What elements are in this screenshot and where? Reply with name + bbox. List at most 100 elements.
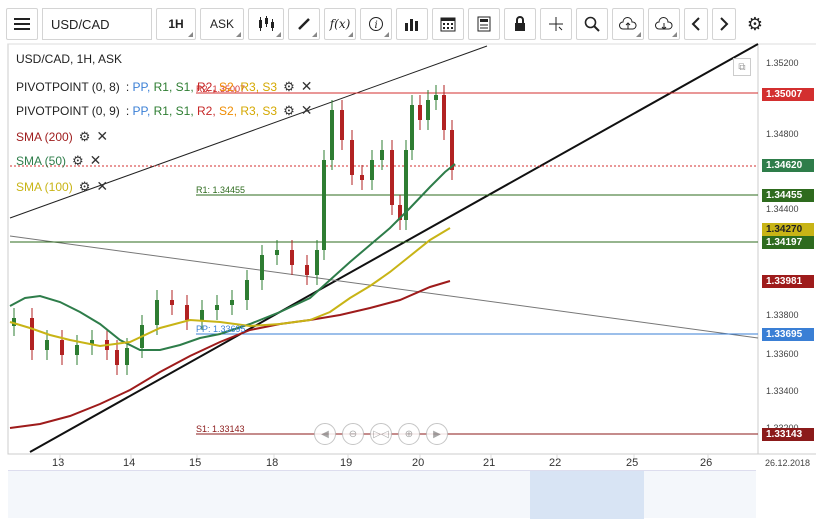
pivot1-levels: : PP, R1, S1, R2, S2, R3, S3 [126, 80, 277, 94]
lock-button[interactable] [504, 8, 536, 40]
sma100-line[interactable] [9, 227, 451, 348]
pivot-level-label: S1, [172, 103, 194, 118]
scroll-left-button[interactable]: ◀ [314, 423, 336, 445]
pivot1-legend[interactable]: PIVOTPOINT (0, 8) : PP, R1, S1, R2, S2, … [16, 78, 312, 95]
close-icon[interactable]: ✕ [300, 78, 313, 94]
sma50-line[interactable] [9, 163, 456, 351]
legend-separator: : [125, 103, 130, 118]
upload-button[interactable] [612, 8, 644, 40]
candle-body [380, 150, 384, 160]
close-icon[interactable]: ✕ [89, 152, 102, 168]
main-trendline[interactable] [29, 43, 759, 453]
sma100-legend[interactable]: SMA (100) ⚙ ✕ [16, 178, 108, 195]
chevron-right-icon [720, 17, 729, 31]
close-icon[interactable]: ✕ [96, 178, 109, 194]
calendar-button[interactable] [432, 8, 464, 40]
x-ticks [59, 454, 709, 460]
pivot-level-label: PP, [129, 103, 151, 118]
reset-zoom-icon[interactable]: ▷◁ [370, 423, 392, 445]
navigator-window[interactable] [530, 471, 644, 519]
price-axis-label: 1.33400 [766, 386, 799, 396]
download-button[interactable] [648, 8, 680, 40]
scroll-right-button[interactable]: ▶ [426, 423, 448, 445]
price-tag: 1.34620 [762, 159, 814, 172]
expand-icon[interactable]: ⧉ [733, 58, 751, 76]
sma50-name: SMA (50) [16, 153, 67, 168]
time-axis-label: 20 [412, 457, 425, 469]
gear-icon[interactable]: ⚙ [72, 152, 84, 168]
candle-body [322, 160, 326, 250]
pivot2-name: PIVOTPOINT (0, 9) [16, 103, 120, 118]
gear-icon[interactable]: ⚙ [78, 128, 91, 144]
sma200-name: SMA (200) [16, 129, 73, 144]
candle-body [370, 160, 374, 180]
candle-body [215, 305, 219, 310]
price-axis-label: 1.33600 [766, 349, 799, 359]
symbol-input[interactable] [42, 8, 152, 40]
scroll-left-button[interactable] [684, 8, 708, 40]
time-axis-label: 26 [700, 457, 713, 469]
pivot1-name: PIVOTPOINT (0, 8) [16, 79, 120, 94]
close-icon[interactable]: ✕ [300, 102, 313, 118]
pivot-level-label: R1, [150, 79, 173, 94]
scroll-right-button[interactable] [712, 8, 736, 40]
info-button[interactable]: i [360, 8, 392, 40]
candlestick-series [12, 85, 454, 375]
navigator-pane[interactable] [8, 470, 756, 519]
volume-button[interactable] [396, 8, 428, 40]
timeframe-button[interactable]: 1H [156, 8, 196, 40]
pivot-level-label: R1, [150, 103, 173, 118]
crosshair-button[interactable] [540, 8, 572, 40]
gear-icon[interactable]: ⚙ [283, 78, 295, 94]
candle-body [340, 110, 344, 140]
zoom-controls: ◀ ⊖ ▷◁ ⊕ ▶ [314, 423, 448, 445]
candle-body [275, 250, 279, 255]
zoom-out-icon[interactable]: ⊖ [342, 423, 364, 445]
time-axis-label: 15 [189, 457, 202, 469]
close-icon[interactable]: ✕ [96, 128, 109, 144]
cloud-download-icon [655, 17, 673, 30]
declining-trendline[interactable] [9, 235, 759, 339]
template-button[interactable] [468, 8, 500, 40]
price-tag: 1.33695 [762, 328, 814, 341]
gear-icon[interactable]: ⚙ [283, 102, 295, 118]
candle-body [426, 100, 430, 120]
info-icon: i [369, 17, 383, 31]
price-tag: 1.33981 [762, 275, 814, 288]
candle-body [442, 95, 446, 130]
candle-body [200, 310, 204, 320]
sma50-legend[interactable]: SMA (50) ⚙ ✕ [16, 152, 101, 169]
upper-channel-line[interactable] [9, 45, 488, 219]
indicators-button[interactable]: f(x) [324, 8, 356, 40]
chart-frame [7, 43, 759, 455]
sma200-line[interactable] [9, 280, 451, 429]
menu-button[interactable] [6, 8, 38, 40]
price-tag: 1.34197 [762, 236, 814, 249]
candle-body [418, 105, 422, 120]
candle-body [60, 340, 64, 355]
zoom-button[interactable] [576, 8, 608, 40]
s1-line-label: S1: 1.33143 [196, 424, 245, 434]
sma200-legend[interactable]: SMA (200) ⚙ ✕ [16, 128, 108, 145]
zoom-in-icon[interactable]: ⊕ [398, 423, 420, 445]
lock-icon [515, 16, 525, 31]
document-icon [477, 16, 491, 32]
crosshair-icon [549, 17, 563, 31]
settings-button[interactable]: ⚙ [740, 8, 770, 40]
legend-separator: : [125, 79, 130, 94]
price-chart[interactable]: R2: 1.35007 R1: 1.34455 PP: 1.33695 S1: … [0, 0, 824, 470]
draw-tool-button[interactable] [288, 8, 320, 40]
gear-icon[interactable]: ⚙ [78, 178, 91, 194]
pivot2-legend[interactable]: PIVOTPOINT (0, 9) : PP, R1, S1, R2, S2, … [16, 102, 312, 119]
pencil-icon [298, 18, 310, 30]
chart-title: USD/CAD, 1H, ASK [16, 52, 122, 66]
price-tag: 1.35007 [762, 88, 814, 101]
price-side-button[interactable]: ASK [200, 8, 244, 40]
datestamp: 26.12.2018 [765, 458, 811, 468]
sma100-name: SMA (100) [16, 179, 73, 194]
chart-type-button[interactable] [248, 8, 284, 40]
price-axis-label: 1.33800 [766, 310, 799, 320]
candle-body [290, 250, 294, 265]
price-side-label: ASK [209, 17, 234, 31]
candle-body [30, 318, 34, 350]
